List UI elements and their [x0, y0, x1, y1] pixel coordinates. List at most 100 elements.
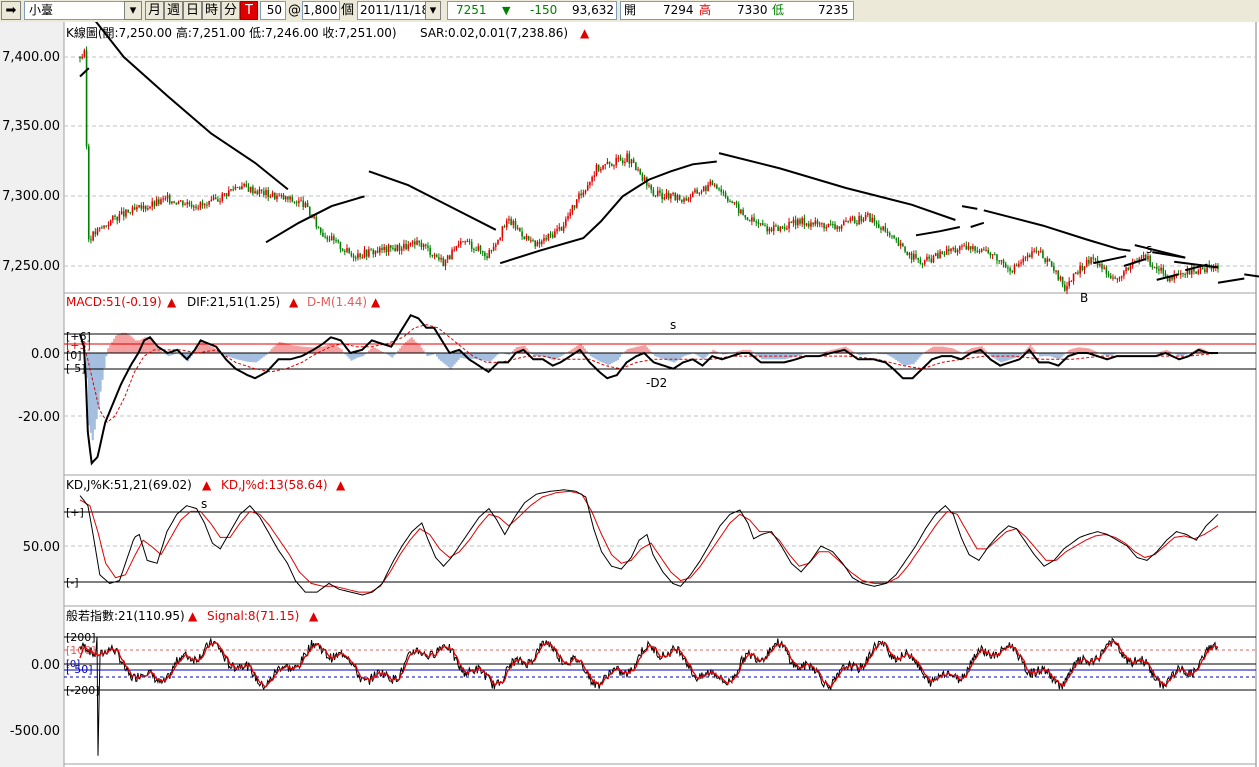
- candle-body: [726, 197, 729, 202]
- candle-body: [928, 256, 930, 259]
- k-header: K線圖(開:7,250.00 高:7,251.00 低:7,246.00 收:7…: [66, 25, 397, 40]
- candle-body: [107, 225, 110, 227]
- macd-bar: [994, 353, 997, 359]
- cci-tick-zero: 0.00: [31, 658, 60, 673]
- candle-body: [1147, 255, 1149, 260]
- macd-bar: [867, 353, 871, 355]
- candle-body: [317, 226, 320, 228]
- candle-body: [516, 227, 519, 229]
- candle-body: [379, 247, 381, 253]
- macd-bar: [449, 353, 452, 369]
- symbol-select[interactable]: 小臺: [24, 1, 142, 20]
- macd-bar: [745, 349, 748, 353]
- candle-body: [335, 240, 337, 242]
- candle-body: [92, 231, 94, 241]
- candle-body: [376, 250, 379, 253]
- macd-bar: [490, 353, 493, 361]
- cci-level-minus200-label: [-200]: [66, 684, 100, 697]
- candle-body: [344, 250, 346, 252]
- macd-bar: [488, 353, 491, 363]
- candle-body: [923, 260, 926, 265]
- period-month-button[interactable]: 月: [145, 1, 164, 20]
- candle-body: [606, 161, 609, 165]
- chevron-down-icon[interactable]: ▾: [124, 1, 142, 20]
- macd-bar: [494, 353, 497, 357]
- macd-bar: [918, 353, 921, 358]
- macd-bar: [723, 353, 727, 355]
- candle-body: [783, 227, 786, 229]
- candle-body: [184, 204, 186, 206]
- macd-bar: [593, 353, 596, 359]
- candle-body: [880, 227, 882, 230]
- candle-body: [937, 253, 939, 259]
- macd-bar: [375, 348, 378, 353]
- candle-body: [208, 200, 210, 205]
- cci-up-icon: ▲: [188, 609, 198, 623]
- macd-bar: [945, 347, 948, 353]
- period-day-button[interactable]: 日: [183, 1, 202, 20]
- candle-body: [1059, 276, 1062, 280]
- candle-body: [103, 225, 105, 228]
- tick-button[interactable]: T: [240, 1, 258, 20]
- kd-annotation-s: s: [201, 497, 207, 511]
- candle-body: [786, 228, 788, 230]
- macd-bar: [669, 353, 672, 362]
- macd-bar: [628, 348, 631, 353]
- macd-bar: [881, 353, 884, 355]
- macd-bar: [461, 353, 464, 359]
- period-hour-button[interactable]: 時: [202, 1, 221, 20]
- macd-panel[interactable]: MACD:51(-0.19) ▲ DIF:21,51(1.25) ▲ D-M(1…: [18, 295, 1256, 466]
- candle-body: [79, 57, 81, 59]
- candle-body: [201, 202, 204, 206]
- candle-body: [1033, 250, 1035, 252]
- candle-body: [681, 199, 683, 202]
- macd-bar: [852, 351, 855, 353]
- candle-body: [939, 251, 941, 259]
- macd-bar: [1044, 353, 1048, 357]
- period-minute-button[interactable]: 分: [221, 1, 240, 20]
- kd-panel[interactable]: KD,J%K:51,21(69.02) ▲ KD,J%d:13(58.64) ▲…: [23, 478, 1256, 596]
- candle-body: [260, 189, 263, 191]
- price-input[interactable]: 1,800: [302, 1, 340, 20]
- date-chevron-down-icon[interactable]: ▾: [425, 1, 441, 20]
- macd-bar: [472, 353, 476, 359]
- cci-panel[interactable]: 般若指數:21(110.95) ▲ Signal:8(71.15) ▲ [200…: [10, 608, 1256, 756]
- macd-bar: [906, 353, 909, 365]
- macd-bar: [282, 342, 285, 353]
- macd-bar: [482, 353, 485, 361]
- date-select[interactable]: 2011/11/18: [357, 1, 441, 20]
- candle-body: [886, 231, 889, 233]
- candle-body: [420, 242, 423, 248]
- k-panel[interactable]: K線圖(開:7,250.00 高:7,251.00 低:7,246.00 收:7…: [2, 22, 1259, 305]
- macd-bar: [926, 350, 929, 353]
- candle-body: [276, 195, 278, 200]
- candle-body: [258, 189, 261, 194]
- candle-body: [245, 183, 248, 187]
- candle-body: [1123, 271, 1125, 277]
- macd-bar: [258, 353, 262, 360]
- candle-body: [604, 164, 607, 166]
- candle-body: [243, 183, 245, 187]
- sar-segment: [1156, 273, 1179, 281]
- candle-body: [337, 240, 340, 242]
- macd-bar: [334, 345, 338, 353]
- candle-body: [768, 228, 771, 232]
- chart-area[interactable]: K線圖(開:7,250.00 高:7,251.00 低:7,246.00 收:7…: [0, 22, 1259, 767]
- macd-bar: [535, 353, 538, 357]
- macd-bar: [474, 353, 478, 360]
- candle-body: [280, 195, 283, 197]
- candle-body: [306, 202, 309, 208]
- candle-body: [586, 185, 589, 191]
- candle-body: [166, 195, 169, 199]
- qty-input[interactable]: 50: [260, 1, 286, 20]
- candle-body: [249, 186, 252, 192]
- candle-body: [492, 246, 495, 251]
- sar-segment: [1217, 277, 1245, 284]
- period-week-button[interactable]: 週: [164, 1, 183, 20]
- candle-body: [486, 256, 488, 259]
- candle-body: [707, 184, 709, 191]
- candle-body: [1186, 269, 1189, 275]
- candle-body: [313, 216, 315, 218]
- arrow-right-icon[interactable]: ➡: [1, 1, 21, 20]
- candle-body: [801, 218, 803, 224]
